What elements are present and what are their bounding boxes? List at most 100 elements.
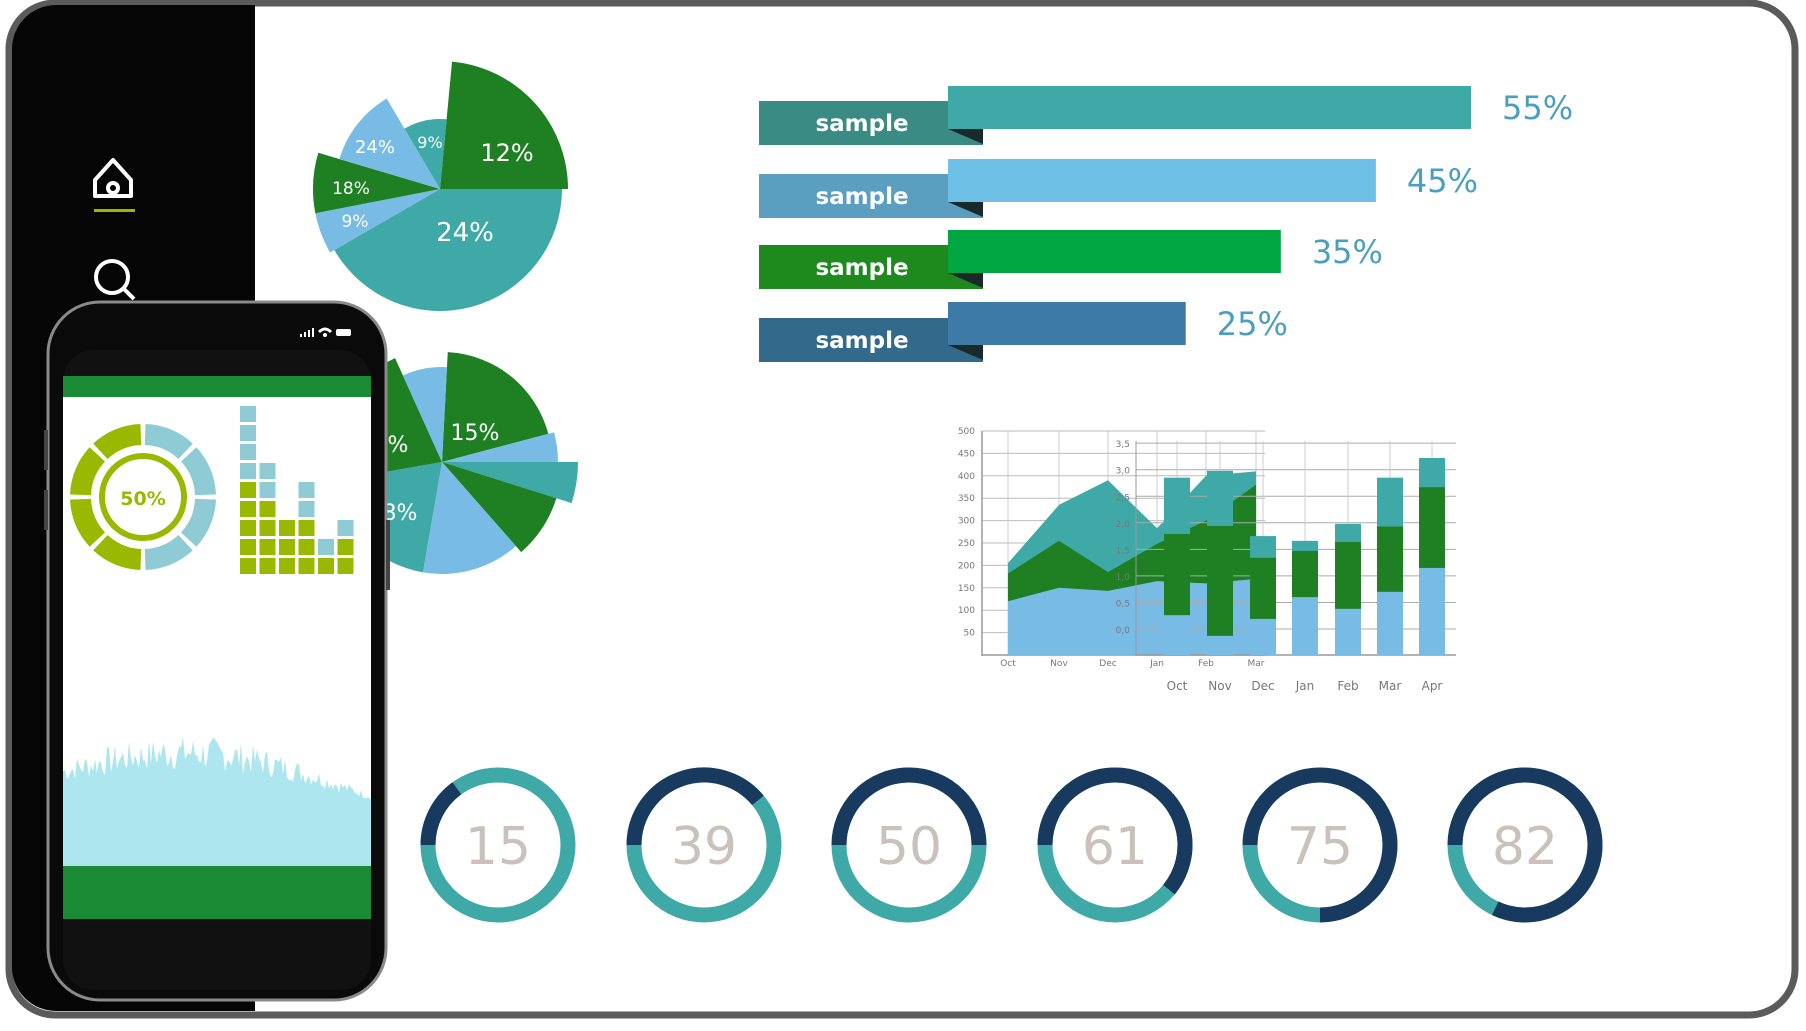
gauge-progress: [420, 782, 462, 846]
x-tick-label: Feb: [1198, 659, 1214, 669]
donut-segment: [93, 535, 142, 570]
gauge: 39: [626, 767, 782, 923]
bar-category-label: sample: [815, 111, 908, 137]
y-tick-label: 1,5: [1116, 546, 1130, 556]
gauge-progress: [1242, 767, 1398, 923]
pie-slice-label: 12%: [480, 139, 533, 167]
x-tick-label: Nov: [1208, 679, 1231, 693]
stacked-bar-segment: [1377, 591, 1403, 655]
pie-slice: [313, 152, 440, 214]
x-tick-label: Dec: [1099, 659, 1116, 669]
block: [259, 501, 276, 517]
x-tick-label: Feb: [1337, 679, 1358, 693]
y-tick-label: 50: [964, 629, 976, 639]
waveform-area: [63, 736, 371, 866]
block: [240, 463, 256, 479]
pie-slice: [442, 432, 558, 462]
x-tick-label: Dec: [1251, 679, 1274, 693]
wifi-icon: [318, 327, 332, 337]
block: [279, 520, 295, 536]
gauge-value: 61: [1082, 817, 1148, 877]
sidebar-item-home[interactable]: [93, 158, 135, 212]
pie-slice-label: 9%: [417, 133, 442, 152]
y-tick-label: 2,5: [1116, 493, 1130, 503]
y-tick-label: 2,0: [1116, 520, 1131, 530]
ribbon-fold: [948, 202, 983, 217]
block: [298, 482, 315, 498]
gauge-value: 82: [1492, 817, 1558, 877]
bar-category-box: [759, 245, 983, 289]
bar-row: sample 25%: [759, 302, 1288, 362]
x-tick-label: Jan: [1149, 659, 1164, 669]
bar-value-label: 45%: [1407, 162, 1478, 200]
block: [240, 539, 256, 555]
phone-side-button: [44, 430, 48, 470]
bar: [948, 159, 1376, 202]
block: [240, 444, 256, 460]
gauge-progress: [626, 767, 764, 846]
ribbon-fold: [948, 345, 983, 360]
donut-segment: [70, 498, 105, 547]
sidebar-item-search[interactable]: [94, 259, 136, 301]
donut-segment: [144, 535, 193, 570]
x-tick-label: Oct: [1167, 679, 1188, 693]
y-tick-label: 500: [958, 427, 975, 437]
search-icon: [94, 259, 136, 301]
block: [318, 539, 334, 555]
donut-segment: [181, 447, 216, 496]
bar: [948, 86, 1471, 129]
ribbon-fold: [948, 129, 983, 144]
gauge: 75: [1242, 767, 1398, 923]
stacked-bar-segment: [1292, 597, 1318, 655]
pie-slice: [440, 61, 568, 189]
y-tick-label: 3,5: [1116, 440, 1130, 450]
phone-app-footer: [63, 866, 371, 919]
pie-slice: [442, 352, 549, 462]
pie-slice-label: 15%: [451, 421, 500, 446]
block: [337, 558, 354, 574]
block: [240, 501, 256, 517]
ribbon-fold: [948, 273, 983, 288]
pie-slice-label: 18%: [332, 179, 370, 199]
stacked-bar-segment: [1164, 615, 1190, 655]
block: [240, 425, 256, 441]
bar-value-label: 55%: [1502, 89, 1573, 127]
y-tick-label: 0,5: [1116, 599, 1130, 609]
donut-inner-ring: [99, 453, 187, 541]
y-tick-label: 300: [958, 517, 975, 527]
donut-segment: [70, 447, 105, 496]
block: [240, 558, 256, 574]
block: [259, 539, 276, 555]
gauge-value: 39: [671, 817, 737, 877]
pie-slice-label: 24%: [355, 137, 395, 158]
y-tick-label: 1,0: [1116, 573, 1131, 583]
pie-chart-top: 12% 24% 9% 18% 24% 9%: [313, 61, 568, 311]
gauge-progress: [1447, 767, 1603, 923]
x-tick-label: Oct: [1000, 659, 1016, 669]
donut-label: 50%: [120, 488, 165, 510]
y-tick-label: 400: [958, 472, 975, 482]
gauge-row: 15 39 50 61 75 82: [420, 767, 1603, 923]
pie-slice: [442, 462, 578, 504]
bar-row: sample 35%: [759, 230, 1383, 289]
block: [259, 463, 276, 479]
gauge: 61: [1037, 767, 1193, 923]
home-icon: [93, 158, 133, 198]
y-tick-label: 450: [958, 449, 975, 459]
x-tick-label: Jan: [1295, 679, 1315, 693]
block: [240, 482, 256, 498]
y-tick-label: 100: [958, 606, 975, 616]
x-tick-label: Mar: [1379, 679, 1402, 693]
bar-category-box: [759, 318, 983, 362]
block: [318, 558, 334, 574]
block: [259, 520, 276, 536]
donut-segment: [181, 498, 216, 547]
progress-donut: [70, 424, 216, 570]
gauge-value: 15: [465, 817, 531, 877]
gauge-progress: [831, 767, 987, 846]
pie-slice: [339, 98, 440, 189]
block: [240, 406, 256, 422]
block: [259, 558, 276, 574]
area-series: [1008, 578, 1256, 655]
